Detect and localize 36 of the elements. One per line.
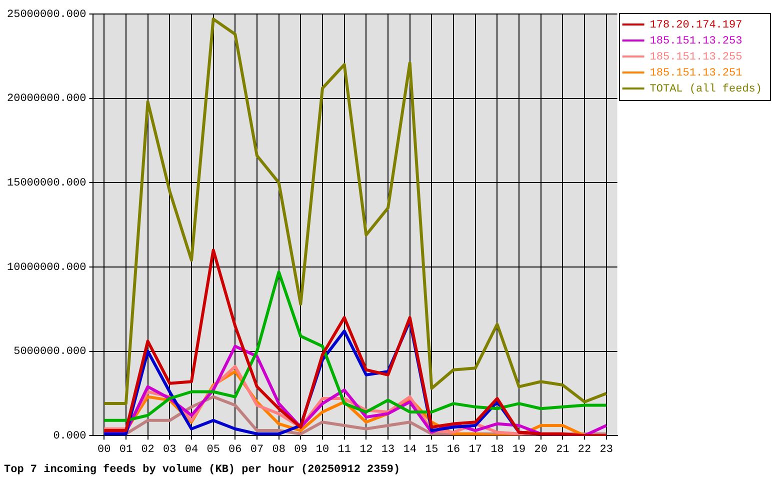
x-tick-label: 06	[228, 444, 242, 456]
x-tick-label: 22	[578, 444, 592, 456]
legend-label: 185.151.13.255	[650, 51, 742, 64]
legend-label: TOTAL (all feeds)	[650, 83, 762, 96]
x-tick-label: 14	[403, 444, 417, 456]
x-tick-label: 13	[381, 444, 395, 456]
legend-label: 185.151.13.251	[650, 67, 743, 80]
x-tick-label: 20	[534, 444, 548, 456]
x-tick-label: 10	[316, 444, 330, 456]
y-tick-label: 10000000.000	[6, 262, 86, 274]
x-tick-label: 16	[446, 444, 460, 456]
x-tick-label: 03	[163, 444, 176, 456]
x-tick-label: 05	[206, 444, 220, 456]
x-tick-label: 09	[294, 444, 308, 456]
x-tick-label: 23	[600, 444, 613, 456]
x-tick-label: 02	[141, 444, 154, 456]
legend-label: 185.151.13.253	[650, 35, 742, 48]
x-tick-label: 11	[338, 444, 352, 456]
y-tick-label: 0.000	[53, 430, 86, 443]
x-tick-label: 21	[556, 444, 570, 456]
x-tick-label: 07	[250, 444, 264, 456]
x-tick-label: 19	[512, 444, 526, 456]
x-tick-label: 08	[272, 444, 286, 456]
x-tick-label: 17	[468, 444, 482, 456]
x-tick-label: 01	[119, 444, 133, 456]
y-tick-label: 5000000.000	[14, 346, 86, 358]
text: Top 7 incoming feeds by volume (KB) per hour (20250912 2359)	[4, 463, 400, 476]
y-tick-label: 25000000.000	[6, 8, 86, 21]
x-tick-label: 12	[360, 444, 373, 456]
x-tick-label: 00	[98, 444, 111, 456]
legend-label: 178.20.174.197	[650, 19, 742, 32]
y-tick-label: 15000000.000	[6, 178, 86, 190]
x-tick-label: 15	[425, 444, 438, 456]
x-tick-label: 18	[490, 444, 504, 456]
y-tick-label: 20000000.000	[6, 93, 86, 106]
x-tick-label: 04	[184, 444, 198, 456]
